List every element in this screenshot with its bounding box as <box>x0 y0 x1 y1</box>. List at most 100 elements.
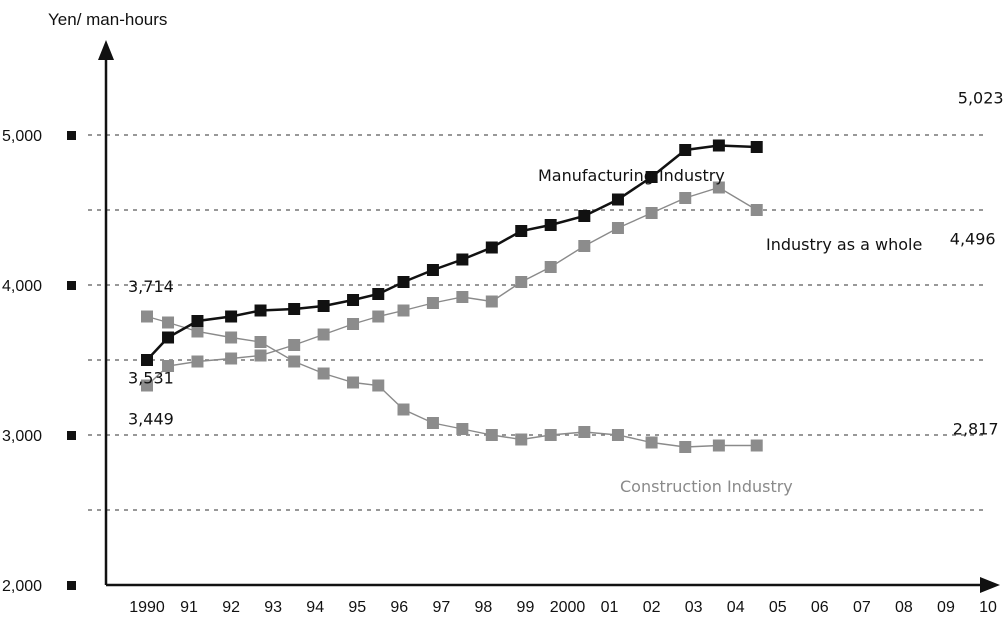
x-tick-label: 02 <box>643 599 661 616</box>
data-point <box>645 207 658 219</box>
y-tick-marker <box>67 581 76 590</box>
data-point <box>426 417 439 429</box>
data-point <box>288 355 301 368</box>
data-point <box>515 433 528 446</box>
data-point <box>317 367 330 380</box>
data-point <box>712 439 725 452</box>
data-point <box>141 354 153 366</box>
x-tick-label: 09 <box>937 599 955 616</box>
data-point <box>750 439 763 452</box>
data-point <box>317 300 330 312</box>
data-point <box>456 291 469 303</box>
data-point <box>397 403 410 416</box>
data-point <box>611 429 624 441</box>
y-tick-label: 5,000 <box>2 128 42 145</box>
x-tick-label: 94 <box>306 599 324 616</box>
data-point <box>372 288 385 300</box>
data-point <box>645 171 658 183</box>
data-point <box>162 331 175 344</box>
data-label: 5,023 <box>958 89 1004 108</box>
data-point <box>679 144 692 156</box>
data-point <box>611 222 624 234</box>
x-tick-label: 06 <box>811 599 829 616</box>
series-line <box>146 186 758 387</box>
y-tick-marker <box>67 431 76 440</box>
x-axis-ticks: 1990 91 92 93 94 95 96 97 98 99 2000 01 02 03 04 05 06 07… <box>129 599 997 616</box>
x-tick-label: 93 <box>264 599 282 616</box>
data-point <box>317 328 330 341</box>
data-point <box>397 304 410 317</box>
data-point <box>544 219 557 231</box>
data-point <box>485 429 498 441</box>
x-tick-label: 92 <box>222 599 240 616</box>
y-axis-ticks: 2,000 3,000 4,000 5,000 <box>2 128 76 595</box>
x-tick-label: 04 <box>727 599 745 616</box>
data-point <box>162 316 175 329</box>
data-label: 3,449 <box>128 410 174 429</box>
data-point <box>191 355 204 368</box>
data-label: 4,496 <box>950 230 996 249</box>
data-label: 3,714 <box>128 277 174 296</box>
data-point <box>578 240 591 252</box>
x-tick-label: 91 <box>180 599 198 616</box>
data-point <box>485 295 498 308</box>
data-point <box>254 336 267 348</box>
x-tick-label: 2000 <box>550 599 586 616</box>
data-point <box>544 429 557 441</box>
data-point <box>141 379 153 392</box>
series-line <box>146 315 757 448</box>
x-tick-label: 08 <box>895 599 913 616</box>
series-layer <box>141 139 763 453</box>
data-point <box>750 141 763 153</box>
x-tick-label: 01 <box>601 599 619 616</box>
grid-lines <box>88 134 985 511</box>
data-point <box>254 349 267 362</box>
data-point <box>456 253 469 266</box>
data-point <box>456 423 469 435</box>
data-point <box>611 193 624 206</box>
data-point <box>578 210 591 222</box>
y-tick-label: 2,000 <box>2 578 42 595</box>
data-point <box>162 360 175 372</box>
x-tick-label: 96 <box>390 599 408 616</box>
series-label-manufacturing: Manufacturing Industry <box>538 166 725 185</box>
data-point <box>225 310 238 323</box>
data-point <box>347 318 360 330</box>
data-point <box>515 276 528 288</box>
data-labels: 5,023 4,496 3,714 3,531 3,449 2,817 <box>128 89 1004 439</box>
data-point <box>515 225 528 237</box>
x-axis-arrow <box>980 577 1000 593</box>
x-tick-label: 97 <box>432 599 450 616</box>
y-axis-arrow <box>98 40 114 60</box>
data-point <box>578 426 591 438</box>
y-tick-label: 3,000 <box>2 428 42 445</box>
data-point <box>191 325 204 338</box>
y-axis-title: Yen/ man-hours <box>48 10 167 29</box>
x-tick-label: 99 <box>517 599 535 616</box>
data-point <box>544 261 557 273</box>
y-tick-marker <box>67 131 76 140</box>
data-point <box>712 139 725 152</box>
data-label: 3,531 <box>128 368 174 387</box>
x-tick-label: 95 <box>348 599 366 616</box>
data-point <box>397 276 410 288</box>
data-point <box>347 376 360 389</box>
x-tick-label: 10 <box>979 599 997 616</box>
x-tick-label: 03 <box>685 599 703 616</box>
data-point <box>426 264 439 276</box>
data-point <box>347 294 360 306</box>
data-point <box>254 304 267 317</box>
data-point <box>485 241 498 254</box>
y-tick-label: 4,000 <box>2 278 42 295</box>
x-tick-label: 98 <box>475 599 493 616</box>
x-tick-label: 05 <box>769 599 787 616</box>
data-point <box>288 303 301 315</box>
data-point <box>372 310 385 323</box>
data-point <box>426 297 439 309</box>
data-point <box>750 204 763 216</box>
series-label-industry-whole: Industry as a whole <box>766 235 922 254</box>
data-point <box>372 379 385 392</box>
data-point <box>712 181 725 194</box>
data-point <box>288 339 301 351</box>
